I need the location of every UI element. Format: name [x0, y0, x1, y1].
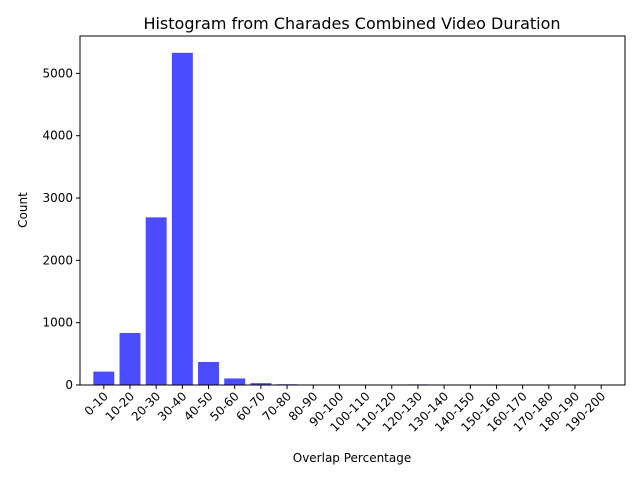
- x-axis-label: Overlap Percentage: [293, 451, 412, 465]
- bars-group: [93, 52, 481, 385]
- bar-50-60: [224, 378, 246, 385]
- bar-30-40: [171, 52, 193, 385]
- bar-20-30: [145, 217, 167, 385]
- bar-0-10: [93, 371, 115, 385]
- y-axis-label: Count: [16, 192, 30, 228]
- y-tick-label: 0: [65, 378, 73, 392]
- plot-frame: [79, 35, 626, 386]
- y-tick-label: 4000: [42, 129, 73, 143]
- x-axis: 0-1010-2020-3030-4040-5050-6060-7070-808…: [82, 385, 608, 435]
- bar-60-70: [250, 383, 272, 385]
- y-tick-label: 2000: [42, 253, 73, 267]
- bar-40-50: [198, 361, 219, 385]
- x-tick-label: 30-40: [155, 389, 190, 424]
- x-tick-label: 60-70: [233, 389, 268, 424]
- x-tick-label: 40-50: [181, 389, 216, 424]
- y-tick-label: 5000: [42, 66, 73, 80]
- chart-title: Histogram from Charades Combined Video D…: [143, 14, 560, 33]
- x-tick-label: 10-20: [103, 389, 138, 424]
- x-tick-label: 50-60: [207, 389, 242, 424]
- x-tick-label: 70-80: [260, 389, 295, 424]
- y-tick-label: 3000: [42, 191, 73, 205]
- bar-10-20: [119, 332, 141, 385]
- y-axis: 0 1000 2000 3000 4000 5000: [42, 66, 80, 392]
- y-tick-label: 1000: [42, 316, 73, 330]
- x-tick-label: 20-30: [129, 389, 164, 424]
